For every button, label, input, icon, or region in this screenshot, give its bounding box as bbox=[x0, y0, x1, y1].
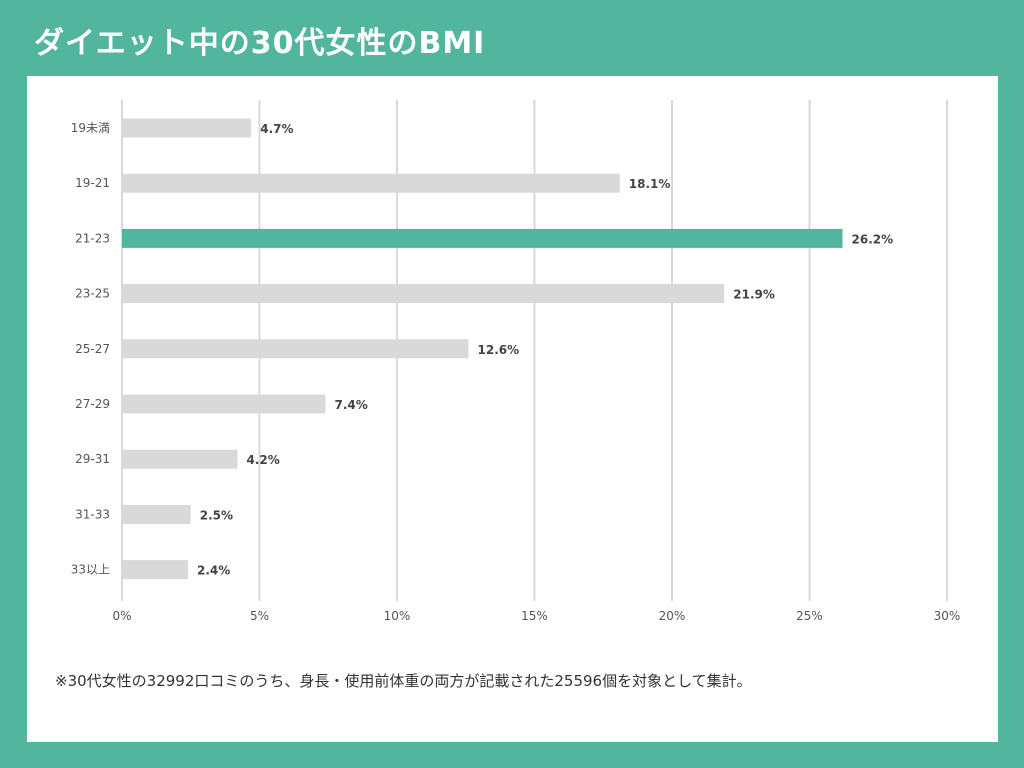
y-category-label: 29-31 bbox=[75, 452, 110, 466]
data-label: 18.1% bbox=[629, 177, 671, 191]
bar bbox=[122, 394, 326, 414]
bar bbox=[122, 504, 191, 524]
bar bbox=[122, 118, 252, 138]
y-category-label: 31-33 bbox=[75, 507, 110, 521]
x-tick-label: 25% bbox=[796, 609, 823, 623]
bar bbox=[122, 339, 469, 359]
x-tick-label: 0% bbox=[112, 609, 131, 623]
x-tick-label: 20% bbox=[659, 609, 686, 623]
bar bbox=[122, 284, 725, 304]
x-tick-label: 15% bbox=[521, 609, 548, 623]
chart-title: ダイエット中の30代女性のBMI bbox=[34, 26, 486, 61]
bar bbox=[122, 560, 188, 580]
data-label: 2.4% bbox=[197, 564, 230, 578]
chart-panel: 0% 5% 10% 15% 20% 25% 30% 19未満 4.7% 19-21 18.1% 21-… bbox=[27, 76, 998, 742]
bar bbox=[122, 449, 238, 469]
y-category-label: 33以上 bbox=[71, 563, 110, 577]
data-label: 4.7% bbox=[260, 122, 293, 136]
data-label: 21.9% bbox=[733, 288, 775, 302]
bar bbox=[122, 228, 843, 248]
data-label: 2.5% bbox=[200, 508, 233, 522]
data-label: 12.6% bbox=[478, 343, 520, 357]
y-category-label: 25-27 bbox=[75, 342, 110, 356]
bar-chart: 0% 5% 10% 15% 20% 25% 30% 19未満 4.7% 19-21 18.1% 21-… bbox=[71, 100, 961, 623]
y-category-label: 23-25 bbox=[75, 287, 110, 301]
x-tick-label: 30% bbox=[934, 609, 961, 623]
x-tick-label: 10% bbox=[384, 609, 411, 623]
bar bbox=[122, 173, 620, 193]
y-category-label: 27-29 bbox=[75, 397, 110, 411]
footnote: ※30代女性の32992口コミのうち、身長・使用前体重の両方が記載された2559… bbox=[55, 672, 752, 690]
y-category-label: 19未満 bbox=[71, 121, 110, 135]
data-label: 4.2% bbox=[247, 453, 280, 467]
y-category-label: 21-23 bbox=[75, 231, 110, 245]
x-tick-label: 5% bbox=[250, 609, 269, 623]
data-label: 26.2% bbox=[852, 232, 894, 246]
y-category-label: 19-21 bbox=[75, 176, 110, 190]
data-label: 7.4% bbox=[335, 398, 368, 412]
